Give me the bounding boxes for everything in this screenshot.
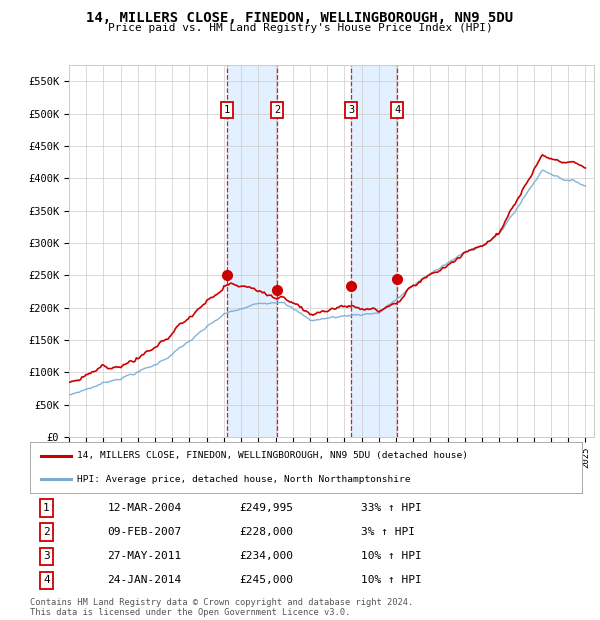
Text: £228,000: £228,000	[240, 527, 294, 537]
Text: £245,000: £245,000	[240, 575, 294, 585]
Text: Price paid vs. HM Land Registry's House Price Index (HPI): Price paid vs. HM Land Registry's House …	[107, 23, 493, 33]
Text: 10% ↑ HPI: 10% ↑ HPI	[361, 551, 422, 561]
Text: 14, MILLERS CLOSE, FINEDON, WELLINGBOROUGH, NN9 5DU (detached house): 14, MILLERS CLOSE, FINEDON, WELLINGBOROU…	[77, 451, 468, 460]
Bar	[351, 65, 397, 437]
Text: £234,000: £234,000	[240, 551, 294, 561]
Text: This data is licensed under the Open Government Licence v3.0.: This data is licensed under the Open Gov…	[30, 608, 350, 617]
Text: 24-JAN-2014: 24-JAN-2014	[107, 575, 182, 585]
Text: HPI: Average price, detached house, North Northamptonshire: HPI: Average price, detached house, Nort…	[77, 475, 410, 484]
Text: 33% ↑ HPI: 33% ↑ HPI	[361, 503, 422, 513]
Text: £249,995: £249,995	[240, 503, 294, 513]
Text: 4: 4	[43, 575, 50, 585]
Text: 3% ↑ HPI: 3% ↑ HPI	[361, 527, 415, 537]
Text: 1: 1	[224, 105, 230, 115]
Text: 2: 2	[274, 105, 281, 115]
Text: 09-FEB-2007: 09-FEB-2007	[107, 527, 182, 537]
Text: 1: 1	[43, 503, 50, 513]
Text: 10% ↑ HPI: 10% ↑ HPI	[361, 575, 422, 585]
Text: 27-MAY-2011: 27-MAY-2011	[107, 551, 182, 561]
Bar	[227, 65, 277, 437]
Text: 12-MAR-2004: 12-MAR-2004	[107, 503, 182, 513]
Text: 2: 2	[43, 527, 50, 537]
Text: Contains HM Land Registry data © Crown copyright and database right 2024.: Contains HM Land Registry data © Crown c…	[30, 598, 413, 607]
Text: 14, MILLERS CLOSE, FINEDON, WELLINGBOROUGH, NN9 5DU: 14, MILLERS CLOSE, FINEDON, WELLINGBOROU…	[86, 11, 514, 25]
Text: 3: 3	[348, 105, 355, 115]
Text: 4: 4	[394, 105, 400, 115]
Text: 3: 3	[43, 551, 50, 561]
